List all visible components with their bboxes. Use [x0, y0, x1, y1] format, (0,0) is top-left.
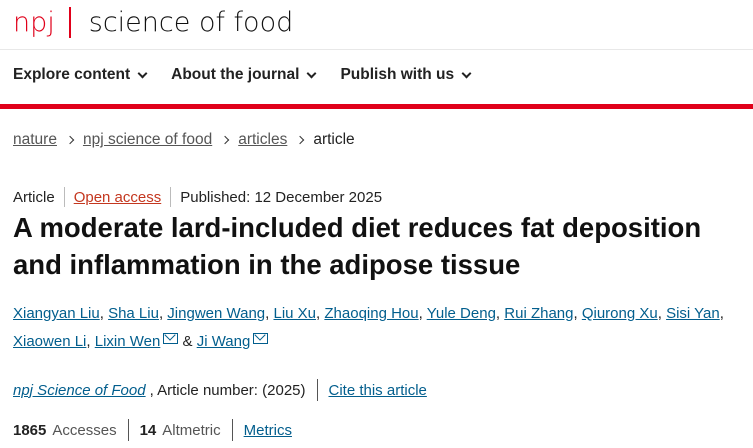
author-link[interactable]: Qiurong Xu — [581, 305, 658, 322]
published-date: Published: 12 December 2025 — [180, 188, 383, 206]
divider — [231, 419, 233, 441]
article-number: , Article number: (2025) — [149, 381, 306, 399]
author-link[interactable]: Yule Deng — [426, 305, 496, 322]
email-icon[interactable] — [253, 333, 269, 344]
author-link[interactable]: Sisi Yan — [666, 305, 720, 322]
article-metrics: 1865 Accesses 14 Altmetric Metrics — [13, 419, 292, 441]
author-link[interactable]: Jingwen Wang — [167, 305, 266, 322]
chevron-right-icon — [220, 135, 230, 145]
chevron-right-icon — [296, 135, 305, 145]
author-link[interactable]: Sha Liu — [108, 305, 159, 322]
author-link[interactable]: Lixin Wen — [94, 333, 161, 350]
open-access-link[interactable]: Open access — [73, 188, 162, 206]
author-link[interactable]: Zhaoqing Hou — [324, 305, 419, 322]
metrics-link[interactable]: Metrics — [243, 421, 292, 439]
chevron-down-icon — [461, 68, 472, 78]
nav-about-journal[interactable]: About the journal — [171, 66, 317, 84]
author-list: Xiangyan Liu, Sha Liu, Jingwen Wang, Liu… — [13, 305, 724, 350]
divider — [127, 419, 129, 441]
journal-link[interactable]: npj Science of Food — [13, 381, 146, 399]
altmetric-count: 14 — [139, 421, 157, 439]
chevron-right-icon — [65, 135, 75, 145]
divider — [63, 187, 65, 207]
cite-this-article-link[interactable]: Cite this article — [328, 381, 427, 399]
chevron-down-icon — [137, 68, 148, 78]
author-link[interactable]: Rui Zhang — [504, 305, 574, 322]
breadcrumb-nature[interactable]: nature — [13, 131, 57, 148]
nav-label: Publish with us — [340, 66, 455, 83]
nav-label: Explore content — [13, 66, 131, 83]
divider — [316, 379, 318, 401]
breadcrumb-current: article — [313, 131, 355, 148]
article-meta: Article Open access Published: 12 Decemb… — [13, 187, 382, 207]
breadcrumb-journal[interactable]: npj science of food — [82, 131, 213, 148]
author-link[interactable]: Xiangyan Liu — [13, 305, 100, 322]
article-title: A moderate lard-included diet reduces fa… — [13, 212, 702, 280]
author-link[interactable]: Xiaowen Li — [13, 333, 87, 350]
brand-bar — [0, 104, 753, 109]
breadcrumb: nature npj science of food articles arti… — [13, 131, 355, 149]
main-nav: Explore content About the journal Publis… — [13, 66, 472, 84]
logo-divider — [68, 6, 71, 38]
divider — [170, 187, 172, 207]
logo-npj: npj — [13, 6, 55, 38]
breadcrumb-articles[interactable]: articles — [238, 131, 288, 148]
altmetric-label: Altmetric — [162, 421, 221, 439]
journal-logo[interactable]: npj science of food — [13, 4, 293, 40]
journal-citation: npj Science of Food , Article number: (2… — [13, 379, 427, 401]
email-icon[interactable] — [163, 333, 179, 344]
accesses-label: Accesses — [52, 421, 117, 439]
nav-explore-content[interactable]: Explore content — [13, 66, 148, 84]
chevron-down-icon — [306, 68, 317, 78]
nav-label: About the journal — [171, 66, 300, 83]
nav-publish-with-us[interactable]: Publish with us — [340, 66, 472, 84]
article-type: Article — [13, 188, 55, 206]
author-link[interactable]: Liu Xu — [273, 305, 317, 322]
divider — [0, 49, 753, 50]
ampersand: & — [182, 333, 193, 350]
author-link[interactable]: Ji Wang — [196, 333, 251, 350]
accesses-count: 1865 — [13, 421, 47, 439]
logo-journal-name: science of food — [88, 6, 294, 38]
